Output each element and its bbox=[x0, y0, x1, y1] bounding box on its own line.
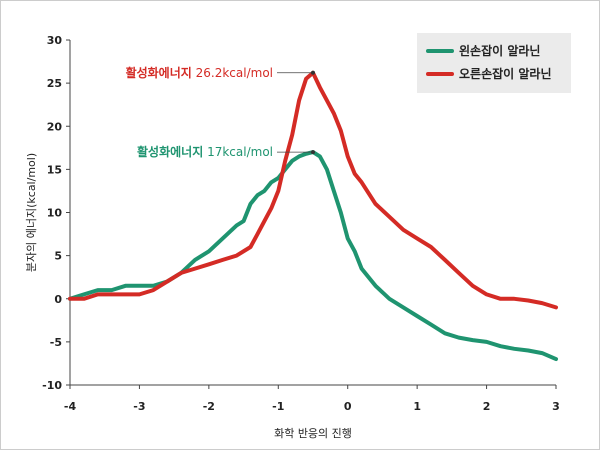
annotation-bold: 활성화에너지 bbox=[126, 65, 192, 80]
legend-box bbox=[417, 33, 571, 93]
y-tick-label: 5 bbox=[54, 250, 62, 263]
x-tick-label: -3 bbox=[133, 400, 145, 413]
legend-label-0: 왼손잡이 알라닌 bbox=[459, 43, 540, 58]
annotation-label: 활성화에너지 17kcal/mol bbox=[137, 144, 273, 159]
y-tick-label: -10 bbox=[42, 379, 62, 392]
x-axis-title: 화학 반응의 진행 bbox=[274, 427, 352, 440]
series-line-1 bbox=[68, 70, 558, 310]
annotation-value: 26.2kcal/mol bbox=[192, 66, 273, 80]
x-tick-label: 0 bbox=[344, 400, 352, 413]
x-tick-label: 2 bbox=[483, 400, 491, 413]
annotation-label: 활성화에너지 26.2kcal/mol bbox=[126, 65, 273, 80]
y-tick-label: 25 bbox=[47, 77, 62, 90]
x-tick-label: -1 bbox=[272, 400, 284, 413]
y-tick-label: 15 bbox=[47, 163, 62, 176]
x-tick-label: -2 bbox=[203, 400, 215, 413]
annotation-value: 17kcal/mol bbox=[203, 145, 273, 159]
y-tick-label: 20 bbox=[47, 120, 63, 133]
y-axis-title: 분자의 에너지(kcal/mol) bbox=[25, 153, 38, 272]
y-tick-label: 30 bbox=[47, 34, 63, 47]
y-tick-label: 10 bbox=[47, 207, 63, 220]
x-tick-label: -4 bbox=[64, 400, 77, 413]
x-tick-label: 3 bbox=[552, 400, 560, 413]
annotation-point bbox=[311, 150, 315, 155]
legend-label-1: 오른손잡이 알라닌 bbox=[459, 66, 552, 81]
series-layer bbox=[68, 70, 558, 362]
x-tick-label: 1 bbox=[413, 400, 421, 413]
annotation-bold: 활성화에너지 bbox=[137, 144, 203, 159]
y-tick-label: 0 bbox=[54, 293, 62, 306]
y-tick-label: -5 bbox=[50, 336, 62, 349]
annotation-point bbox=[311, 70, 315, 75]
